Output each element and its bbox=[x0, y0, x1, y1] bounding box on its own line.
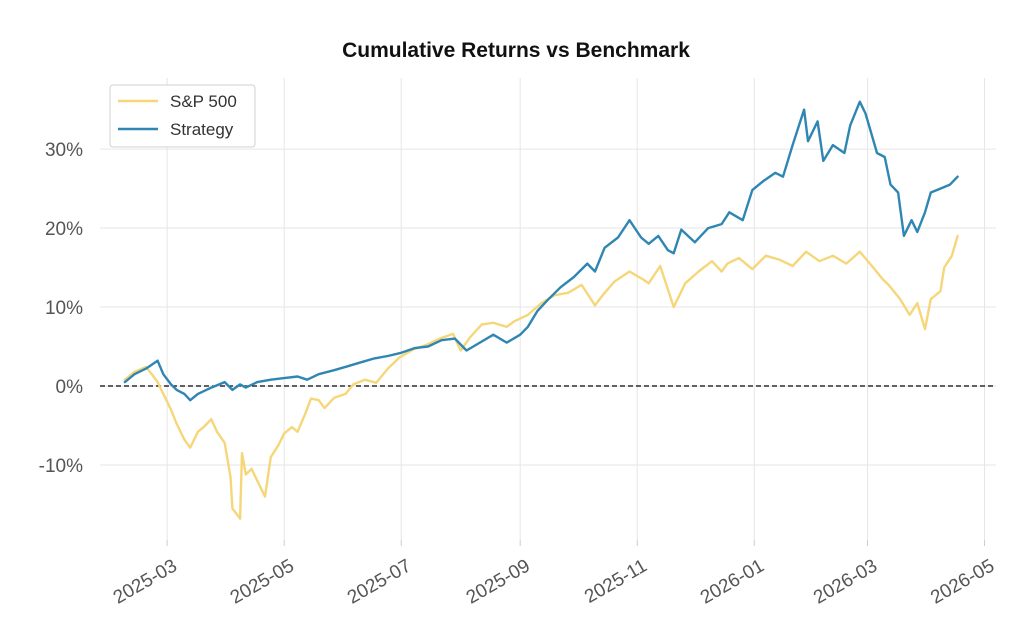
x-axis-tick-labels: 2025-03 2025-05 2025-07 2025-09 2025-11 2026-… bbox=[110, 555, 998, 608]
x-tick-label: 2025-11 bbox=[581, 555, 651, 607]
x-tick-label: 2026-01 bbox=[697, 555, 768, 608]
x-tick-label: 2026-03 bbox=[810, 555, 881, 608]
grid bbox=[100, 78, 996, 546]
chart-title: Cumulative Returns vs Benchmark bbox=[342, 39, 690, 62]
x-tick-label: 2025-09 bbox=[463, 555, 534, 608]
y-tick-label: -10% bbox=[39, 456, 83, 477]
series-line-strategy bbox=[123, 100, 959, 402]
y-tick-label: 0% bbox=[56, 377, 84, 398]
legend-label: Strategy bbox=[170, 120, 234, 139]
y-axis-tick-labels: -10% 0% 10% 20% 30% bbox=[39, 140, 83, 477]
legend: S&P 500 Strategy bbox=[109, 84, 256, 148]
x-tick-label: 2025-07 bbox=[344, 555, 415, 608]
y-tick-label: 20% bbox=[45, 219, 83, 240]
x-tick-label: 2026-05 bbox=[927, 555, 998, 608]
x-tick-label: 2025-03 bbox=[110, 555, 181, 608]
x-tick-label: 2025-05 bbox=[227, 555, 298, 608]
series-line-s-p-500 bbox=[123, 234, 959, 520]
legend-label: S&P 500 bbox=[170, 92, 237, 111]
y-tick-label: 10% bbox=[45, 298, 83, 319]
series-lines bbox=[123, 100, 959, 520]
y-tick-label: 30% bbox=[45, 140, 83, 161]
